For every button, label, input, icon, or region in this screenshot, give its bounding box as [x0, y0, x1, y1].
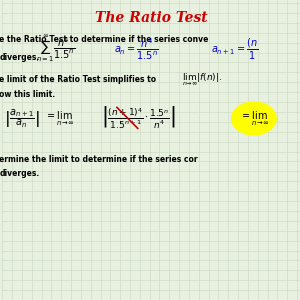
- Text: e limit of the Ratio Test simplifies to: e limit of the Ratio Test simplifies to: [0, 75, 157, 84]
- Ellipse shape: [232, 102, 276, 135]
- Text: diverges.: diverges.: [0, 169, 40, 178]
- Text: $\sum_{n=1}^{\infty}\dfrac{n^4}{1.5^n}$: $\sum_{n=1}^{\infty}\dfrac{n^4}{1.5^n}$: [36, 34, 76, 65]
- Text: $\lim_{n\to\infty}|f(n)|$.: $\lim_{n\to\infty}|f(n)|$.: [182, 71, 223, 88]
- Text: $= \lim_{n\to\infty}$: $= \lim_{n\to\infty}$: [46, 110, 74, 128]
- Text: $\left|\dfrac{(n+1)^4}{1.5^{n+1}} \cdot \dfrac{1.5^n}{n^4}\right|$: $\left|\dfrac{(n+1)^4}{1.5^{n+1}} \cdot …: [100, 104, 175, 130]
- Text: ermine the limit to determine if the series cor: ermine the limit to determine if the ser…: [0, 154, 198, 164]
- Text: The Ratio Test: The Ratio Test: [95, 11, 208, 25]
- Text: $= \lim_{n\to\infty}$: $= \lim_{n\to\infty}$: [241, 110, 269, 128]
- Text: $a_{n+1} = \dfrac{(n}{1}$: $a_{n+1} = \dfrac{(n}{1}$: [211, 37, 258, 62]
- Text: diverges.: diverges.: [0, 52, 40, 62]
- Text: $a_n = \dfrac{n^4}{1.5^n}$: $a_n = \dfrac{n^4}{1.5^n}$: [114, 37, 159, 62]
- Text: $\left|\dfrac{a_{n+1}}{a_n}\right|$: $\left|\dfrac{a_{n+1}}{a_n}\right|$: [4, 107, 39, 130]
- Text: ow this limit.: ow this limit.: [0, 90, 56, 99]
- Text: e the Ratio Test to determine if the series conve: e the Ratio Test to determine if the ser…: [0, 34, 209, 43]
